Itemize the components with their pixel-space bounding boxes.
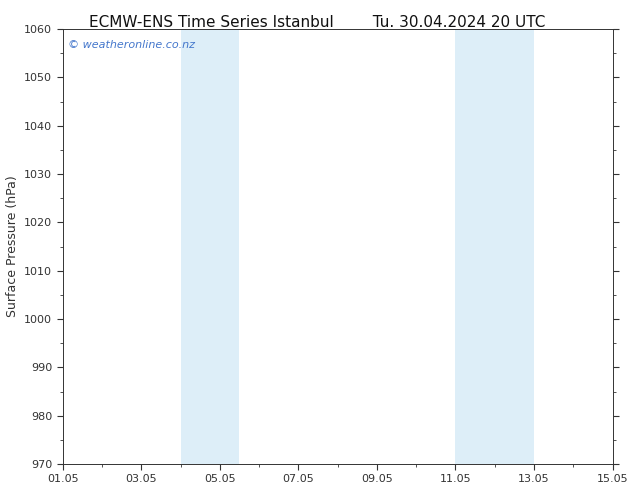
Bar	[181, 29, 240, 464]
Y-axis label: Surface Pressure (hPa): Surface Pressure (hPa)	[6, 176, 18, 318]
Text: © weatheronline.co.nz: © weatheronline.co.nz	[68, 40, 195, 50]
Bar	[455, 29, 534, 464]
Text: ECMW-ENS Time Series Istanbul        Tu. 30.04.2024 20 UTC: ECMW-ENS Time Series Istanbul Tu. 30.04.…	[89, 15, 545, 30]
